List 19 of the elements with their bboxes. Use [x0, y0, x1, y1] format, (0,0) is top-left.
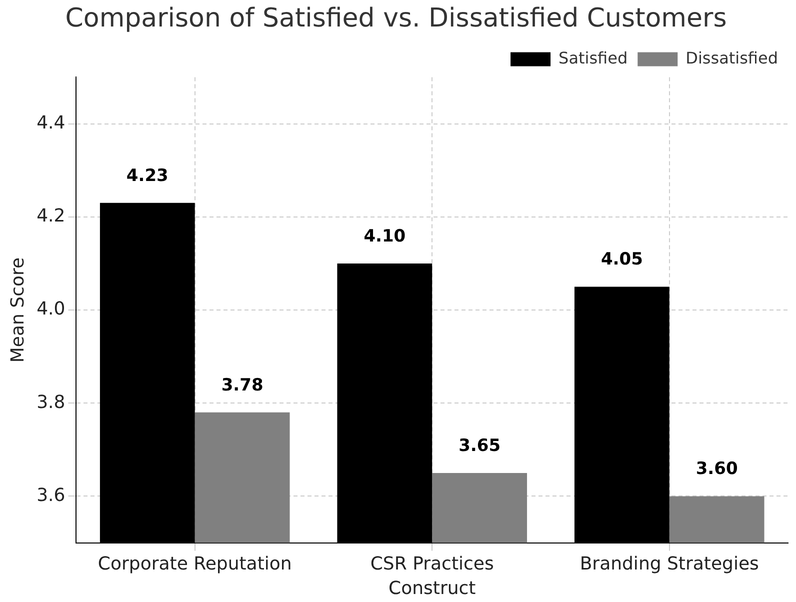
x-tick-label: Branding Strategies: [580, 553, 759, 574]
data-label: 4.23: [126, 166, 168, 186]
legend-label: Satisfied: [558, 48, 628, 68]
data-label: 3.65: [458, 436, 501, 456]
y-tick-label: 4.4: [36, 112, 66, 134]
y-tick-label: 4.0: [36, 298, 66, 320]
x-tick-label: Corporate Reputation: [98, 553, 292, 574]
chart-title: Comparison of Satisfied vs. Dissatisfied Customers: [65, 3, 727, 34]
data-label: 3.78: [221, 375, 264, 396]
y-tick-label: 4.2: [36, 206, 66, 227]
y-tick-label: 3.6: [36, 484, 66, 506]
x-axis-title: Construct: [388, 578, 476, 599]
data-label: 4.05: [600, 250, 643, 270]
legend-label: Dissatisfied: [686, 48, 778, 68]
data-label: 3.60: [696, 459, 738, 480]
x-tick-label: CSR Practices: [370, 553, 494, 574]
data-label: 4.10: [364, 226, 406, 246]
y-tick-label: 3.8: [36, 392, 66, 413]
y-axis-title: Mean Score: [7, 257, 28, 363]
